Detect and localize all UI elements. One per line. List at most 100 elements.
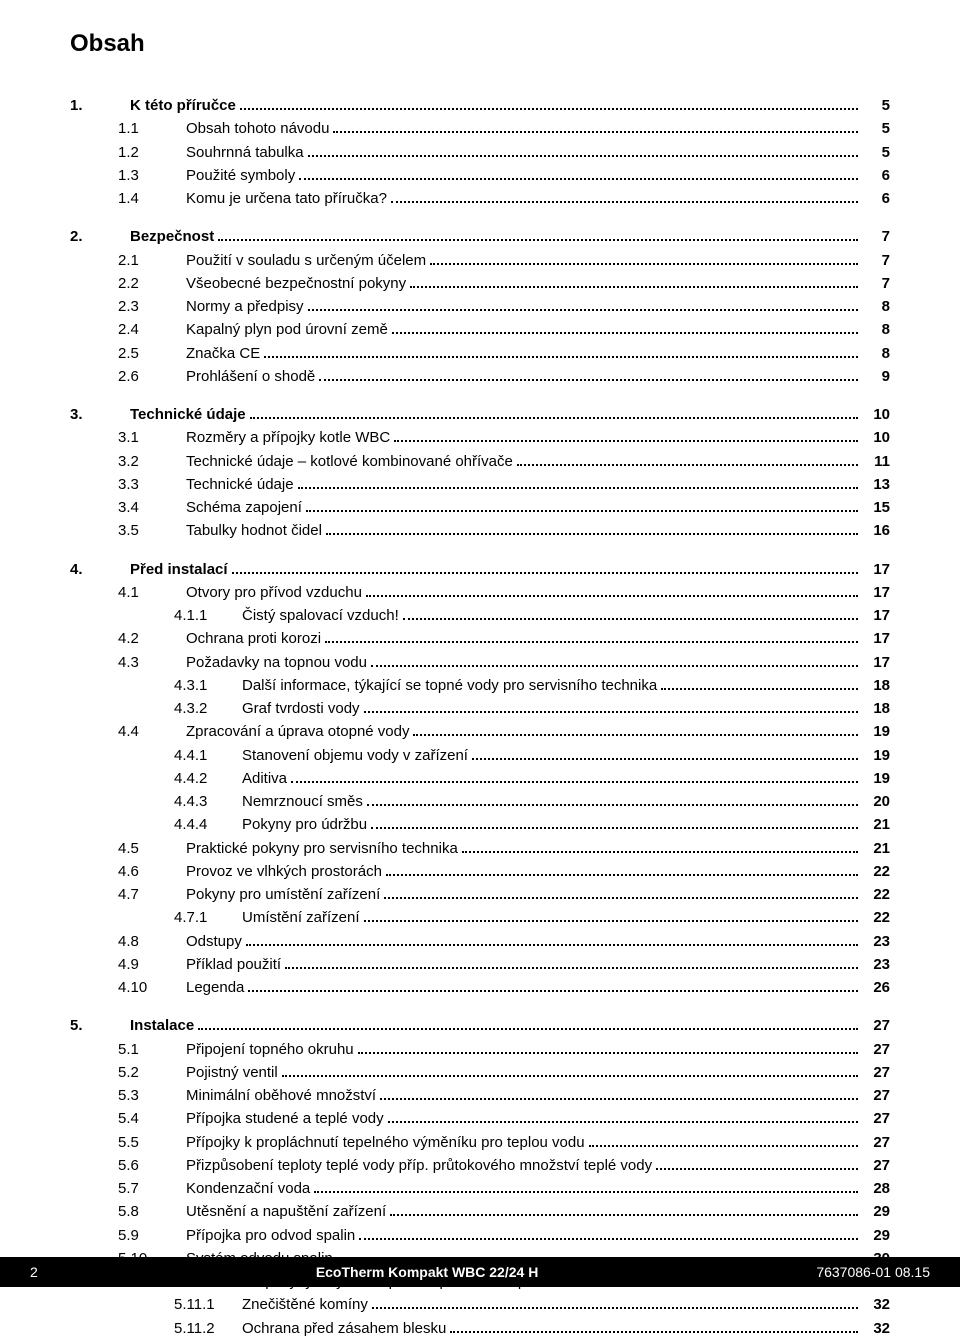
toc-row: 2.5Značka CE8 (70, 342, 890, 365)
toc-entry-label: Pokyny pro umístění zařízení (186, 883, 380, 906)
toc-entry-page: 32 (862, 1317, 890, 1340)
dot-leader (372, 1299, 858, 1309)
toc-row: 5.2Pojistný ventil 27 (70, 1061, 890, 1084)
toc-entry-number: 4.4.4 (174, 813, 242, 836)
toc-entry-label: Komu je určena tato příručka? (186, 187, 387, 210)
toc-entry-number: 4.8 (118, 930, 186, 953)
toc-entry-page: 17 (862, 581, 890, 604)
toc-entry-label: Použití v souladu s určeným účelem (186, 249, 426, 272)
toc-entry-page: 10 (862, 426, 890, 449)
toc-entry-label: Přípojka studené a teplé vody (186, 1107, 384, 1130)
toc-entry-page: 27 (862, 1084, 890, 1107)
toc-entry-number: 4.3.1 (174, 674, 242, 697)
toc-entry-page: 28 (862, 1177, 890, 1200)
toc-entry-label: Před instalací (130, 558, 228, 581)
page: Obsah 1.K této příručce51.1Obsah tohoto … (0, 0, 960, 1287)
section-gap (70, 543, 890, 558)
toc-row: 2.4Kapalný plyn pod úrovní země8 (70, 318, 890, 341)
toc-entry-label: Požadavky na topnou vodu (186, 651, 367, 674)
toc-entry-label: Všeobecné bezpečnostní pokyny (186, 272, 406, 295)
dot-leader (250, 409, 858, 419)
dot-leader (319, 371, 858, 381)
toc-entry-page: 6 (862, 164, 890, 187)
dot-leader (450, 1322, 858, 1332)
toc-row: 4.1Otvory pro přívod vzduchu17 (70, 581, 890, 604)
toc-entry-page: 27 (862, 1061, 890, 1084)
toc-row: 4.4.3Nemrznoucí směs20 (70, 790, 890, 813)
toc-entry-label: Použité symboly (186, 164, 295, 187)
toc-row: 4.4.2Aditiva19 (70, 767, 890, 790)
toc-entry-label: Tabulky hodnot čidel (186, 519, 322, 542)
toc-row: 4.Před instalací17 (70, 558, 890, 581)
toc-row: 3.1Rozměry a přípojky kotle WBC10 (70, 426, 890, 449)
footer-product-name: EcoTherm Kompakt WBC 22/24 H (38, 1264, 817, 1280)
toc-entry-number: 5.6 (118, 1154, 186, 1177)
dot-leader (384, 889, 858, 899)
toc-entry-number: 2.5 (118, 342, 186, 365)
toc-entry-page: 32 (862, 1293, 890, 1316)
toc-entry-number: 4.7.1 (174, 906, 242, 929)
toc-entry-label: Nemrznoucí směs (242, 790, 363, 813)
dot-leader (371, 819, 858, 829)
toc-entry-page: 27 (862, 1107, 890, 1130)
toc-entry-number: 2. (70, 225, 130, 248)
toc-entry-label: Obsah tohoto návodu (186, 117, 329, 140)
dot-leader (430, 254, 858, 264)
dot-leader (326, 525, 858, 535)
toc-entry-number: 5.2 (118, 1061, 186, 1084)
toc-entry-label: Pojistný ventil (186, 1061, 278, 1084)
toc-row: 4.6Provoz ve vlhkých prostorách22 (70, 860, 890, 883)
toc-entry-number: 3.1 (118, 426, 186, 449)
dot-leader (232, 563, 858, 573)
toc-row: 3.5Tabulky hodnot čidel16 (70, 519, 890, 542)
toc-entry-page: 7 (862, 249, 890, 272)
toc-entry-label: Minimální oběhové množství (186, 1084, 376, 1107)
toc-entry-page: 16 (862, 519, 890, 542)
toc-entry-number: 5.3 (118, 1084, 186, 1107)
toc-entry-page: 18 (862, 674, 890, 697)
toc-entry-label: Souhrnná tabulka (186, 141, 304, 164)
toc-row: 4.4.4Pokyny pro údržbu21 (70, 813, 890, 836)
toc-row: 4.3.1Další informace, týkající se topné … (70, 674, 890, 697)
toc-entry-label: Ochrana před zásahem blesku (242, 1317, 446, 1340)
toc-entry-number: 5.4 (118, 1107, 186, 1130)
toc-entry-label: Technické údaje (130, 403, 246, 426)
toc-entry-page: 6 (862, 187, 890, 210)
dot-leader (366, 587, 858, 597)
toc-entry-label: Kapalný plyn pod úrovní země (186, 318, 388, 341)
toc-row: 2.1Použití v souladu s určeným účelem7 (70, 249, 890, 272)
toc-entry-number: 1.4 (118, 187, 186, 210)
dot-leader (240, 100, 858, 110)
dot-leader (246, 935, 858, 945)
toc-entry-label: Připojení topného okruhu (186, 1038, 354, 1061)
toc-entry-page: 19 (862, 720, 890, 743)
dot-leader (413, 726, 858, 736)
toc-entry-page: 5 (862, 94, 890, 117)
dot-leader (472, 749, 858, 759)
toc-entry-label: Přípojka pro odvod spalin (186, 1224, 355, 1247)
toc-entry-number: 4.2 (118, 627, 186, 650)
dot-leader (299, 170, 858, 180)
toc-row: 4.1.1Čistý spalovací vzduch!17 (70, 604, 890, 627)
toc-entry-page: 15 (862, 496, 890, 519)
toc-entry-label: Technické údaje – kotlové kombinované oh… (186, 450, 513, 473)
dot-leader (388, 1113, 858, 1123)
dot-leader (367, 796, 858, 806)
toc-row: 5.4Přípojka studené a teplé vody 27 (70, 1107, 890, 1130)
toc-row: 4.9Příklad použití23 (70, 953, 890, 976)
toc-entry-number: 4.5 (118, 837, 186, 860)
toc-entry-page: 27 (862, 1154, 890, 1177)
toc-row: 1.2Souhrnná tabulka5 (70, 141, 890, 164)
toc-entry-number: 4.3.2 (174, 697, 242, 720)
toc-row: 4.4Zpracování a úprava otopné vody19 (70, 720, 890, 743)
dot-leader (394, 432, 858, 442)
dot-leader (298, 479, 858, 489)
toc-row: 1.3Použité symboly6 (70, 164, 890, 187)
toc-entry-number: 4.1 (118, 581, 186, 604)
toc-row: 5.6Přizpůsobení teploty teplé vody příp.… (70, 1154, 890, 1177)
toc-row: 4.2Ochrana proti korozi17 (70, 627, 890, 650)
toc-entry-label: Znečištěné komíny (242, 1293, 368, 1316)
dot-leader (517, 455, 858, 465)
toc-entry-label: Prohlášení o shodě (186, 365, 315, 388)
toc-entry-page: 21 (862, 837, 890, 860)
